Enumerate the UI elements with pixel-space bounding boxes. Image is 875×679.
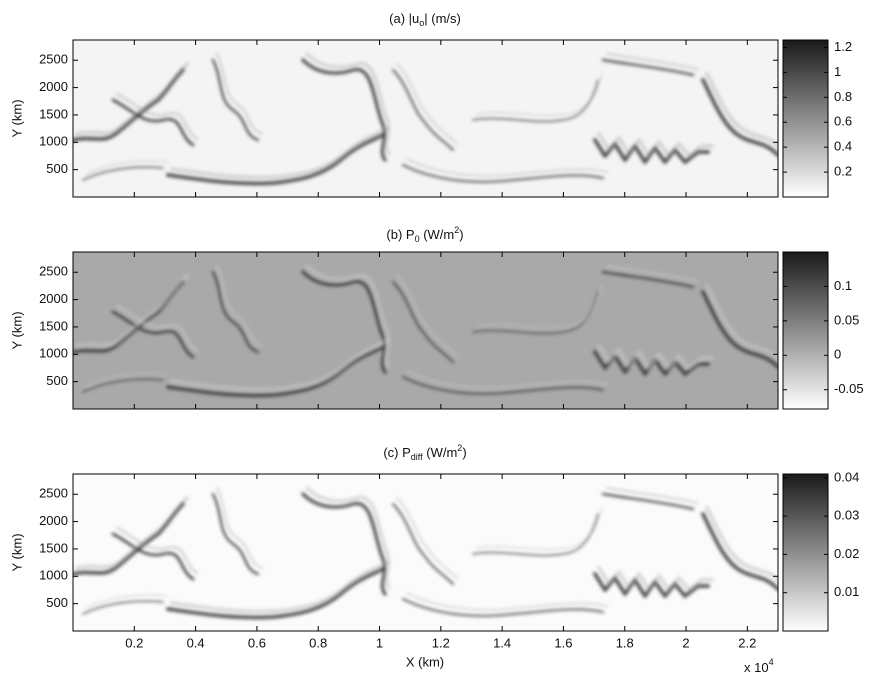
x-tick-label: 1.8	[616, 635, 634, 650]
colorbar-tick-label: 0.04	[834, 469, 859, 484]
colorbar-tick-label: 0.8	[834, 89, 852, 104]
colorbar-tick-label: 0.02	[834, 546, 859, 561]
y-tick-label: 1500	[39, 540, 68, 555]
colorbar	[782, 251, 829, 410]
colorbar-tick-label: -0.05	[834, 381, 864, 396]
colorbar	[782, 39, 829, 198]
colorbar	[782, 473, 829, 632]
y-tick-label: 2500	[39, 52, 68, 67]
colorbar-tick-label: 1.2	[834, 39, 852, 54]
x-tick-label: 0.4	[187, 635, 205, 650]
panel-title: (c) Pdiff (W/m2)	[383, 443, 466, 462]
x-tick-label: 0.6	[248, 635, 266, 650]
y-tick-label: 500	[46, 161, 68, 176]
colorbar-tick-label: 1	[834, 64, 841, 79]
x-scale-label: x 104	[744, 657, 774, 675]
x-axis-label: X (km)	[406, 654, 444, 669]
y-tick-label: 500	[46, 595, 68, 610]
plot-frame	[72, 251, 779, 410]
plot-frame	[72, 473, 779, 632]
y-tick-label: 2000	[39, 79, 68, 94]
colorbar-tick-label: 0.03	[834, 508, 859, 523]
y-tick-label: 1000	[39, 134, 68, 149]
y-tick-label: 1500	[39, 318, 68, 333]
y-axis-label: Y (km)	[9, 311, 24, 349]
x-tick-label: 0.2	[125, 635, 143, 650]
y-tick-label: 1500	[39, 106, 68, 121]
y-tick-label: 1000	[39, 346, 68, 361]
y-tick-label: 500	[46, 373, 68, 388]
y-tick-label: 2500	[39, 486, 68, 501]
y-axis-label: Y (km)	[9, 533, 24, 571]
colorbar-tick-label: 0.1	[834, 278, 852, 293]
x-tick-label: 2.2	[738, 635, 756, 650]
panel-title: (b) P0 (W/m2)	[386, 225, 463, 244]
y-tick-label: 2500	[39, 264, 68, 279]
plot-frame	[72, 39, 779, 198]
x-tick-label: 2	[682, 635, 689, 650]
colorbar-tick-label: 0.4	[834, 139, 852, 154]
x-tick-label: 1.6	[554, 635, 572, 650]
y-axis-label: Y (km)	[9, 99, 24, 137]
colorbar-tick-label: 0.05	[834, 312, 859, 327]
y-tick-label: 2000	[39, 291, 68, 306]
x-tick-label: 0.8	[309, 635, 327, 650]
colorbar-tick-label: 0.6	[834, 114, 852, 129]
colorbar-tick-label: 0.2	[834, 164, 852, 179]
y-tick-label: 1000	[39, 568, 68, 583]
x-tick-label: 1.4	[493, 635, 511, 650]
x-tick-label: 1	[376, 635, 383, 650]
x-tick-label: 1.2	[432, 635, 450, 650]
panel-title: (a) |uo| (m/s)	[389, 11, 461, 28]
colorbar-tick-label: 0.01	[834, 584, 859, 599]
colorbar-tick-label: 0	[834, 347, 841, 362]
y-tick-label: 2000	[39, 513, 68, 528]
